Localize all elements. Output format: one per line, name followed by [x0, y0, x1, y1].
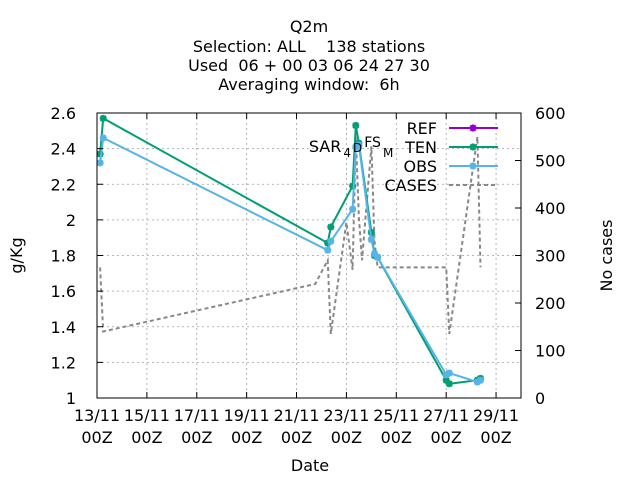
series-cases [99, 136, 482, 335]
y-tick-label: 1 [66, 389, 76, 408]
data-point-ten-core [447, 381, 452, 386]
x-tick-label: 15/11 [124, 406, 170, 425]
series-obs [96, 134, 484, 386]
annotation-part: FS [364, 135, 381, 151]
y-tick-label: 1.2 [51, 353, 76, 372]
chart-title-line: Selection: ALL 138 stations [193, 37, 425, 56]
y2-tick-label: 0 [535, 389, 545, 408]
chart-title-line: Q2m [290, 17, 328, 36]
legend-marker-ref-core [470, 125, 476, 131]
data-point-obs-core [325, 247, 330, 253]
y2-tick-label: 600 [535, 104, 566, 123]
annotation-part: D [353, 141, 362, 155]
x-tick-label: 00Z [181, 428, 212, 447]
x-tick-label: 23/11 [323, 406, 369, 425]
x-tick-label: 00Z [131, 428, 162, 447]
x-tick-label: 29/11 [473, 406, 519, 425]
legend-label-ten: TEN [404, 138, 437, 157]
data-point-obs-core [369, 237, 374, 242]
data-point-obs-core [350, 206, 355, 212]
data-point-obs-core [447, 370, 452, 376]
x-tick-label: 13/11 [74, 406, 120, 425]
annotation-part: SAR [309, 137, 342, 156]
data-point-ten-core [328, 224, 334, 230]
x-tick-label: 27/11 [423, 406, 469, 425]
x-axis-label: Date [291, 456, 329, 475]
y-tick-label: 1.6 [51, 282, 76, 301]
data-point-obs-core [97, 160, 103, 166]
x-tick-label: 00Z [381, 428, 412, 447]
legend-label-cases: CASES [384, 176, 437, 195]
x-tick-label: 00Z [231, 428, 262, 447]
x-tick-label: 25/11 [373, 406, 419, 425]
x-tick-label: 21/11 [273, 406, 319, 425]
y-tick-label: 2.2 [51, 175, 76, 194]
data-point-ten-core [353, 123, 358, 128]
y-tick-label: 1.8 [51, 247, 76, 266]
x-tick-label: 00Z [431, 428, 462, 447]
y-tick-label: 2 [66, 211, 76, 230]
y2-tick-label: 400 [535, 199, 566, 218]
y-tick-label: 2.6 [51, 104, 76, 123]
legend-marker-obs-core [470, 163, 476, 169]
chart-title-line: Used 06 + 00 03 06 24 27 30 [188, 56, 430, 75]
data-point-obs-core [375, 255, 380, 260]
plot-series [96, 114, 484, 388]
y2-axis-label: No cases [597, 220, 616, 292]
y-tick-label: 1.4 [51, 318, 76, 337]
data-point-obs-core [101, 135, 106, 141]
y2-tick-label: 100 [535, 342, 566, 361]
y2-tick-label: 500 [535, 152, 566, 171]
x-tick-label: 19/11 [224, 406, 270, 425]
annotation-part: M [383, 146, 393, 160]
data-point-obs-core [478, 377, 483, 383]
data-point-obs-core [328, 239, 334, 244]
x-tick-label: 00Z [81, 428, 112, 447]
y2-tick-label: 300 [535, 247, 566, 266]
axis-labels: 13/11 00Z 15/11 00Z 17/11 00Z 19/11 00Z 21/11 00Z… [7, 104, 616, 475]
station-annotation: SAR 4 D FSM [309, 135, 393, 160]
series-line-cases [99, 136, 482, 335]
data-point-obs-core [356, 142, 362, 148]
data-point-ten-core [101, 116, 106, 121]
legend-marker-ten-core [470, 144, 476, 150]
legend-label-ref: REF [407, 119, 437, 138]
chart-title-line: Averaging window: 6h [218, 75, 399, 94]
y-tick-label: 2.4 [51, 140, 76, 159]
y-axis-label: g/Kg [7, 237, 26, 273]
legend-label-obs: OBS [404, 157, 437, 176]
annotation-part: 4 [343, 146, 351, 160]
x-tick-label: 00Z [331, 428, 362, 447]
y2-tick-label: 200 [535, 294, 566, 313]
x-tick-label: 00Z [480, 428, 511, 447]
axis-ticks [96, 112, 521, 399]
x-tick-label: 00Z [281, 428, 312, 447]
x-tick-label: 17/11 [174, 406, 220, 425]
